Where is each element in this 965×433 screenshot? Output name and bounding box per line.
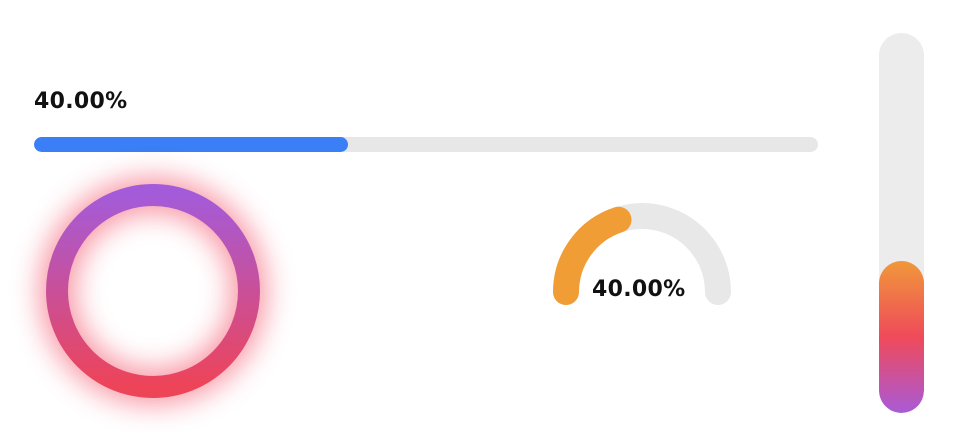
linear-progress-label: 40.00% bbox=[34, 89, 128, 114]
linear-progress-fill bbox=[34, 137, 348, 152]
gauge-progress bbox=[553, 203, 731, 305]
vertical-progress-track bbox=[879, 33, 924, 413]
vertical-progress-fill bbox=[879, 261, 924, 413]
gauge-progress-fill bbox=[553, 206, 632, 305]
ring-progress-stroke bbox=[46, 184, 260, 398]
gauge-progress-label: 40.00% bbox=[592, 277, 686, 302]
ring-progress bbox=[40, 178, 266, 404]
linear-progress-track bbox=[34, 137, 818, 152]
